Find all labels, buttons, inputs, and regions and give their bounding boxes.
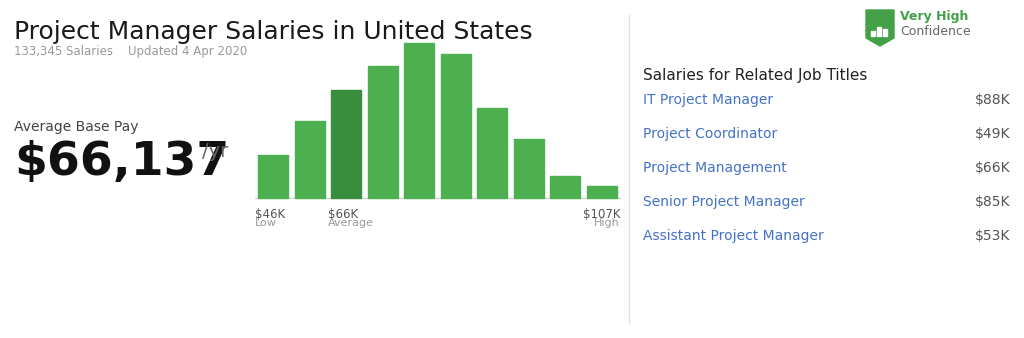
Text: Salaries for Related Job Titles: Salaries for Related Job Titles	[643, 68, 867, 83]
Bar	[587, 186, 616, 198]
Text: Average Base Pay: Average Base Pay	[14, 120, 138, 134]
Text: Project Management: Project Management	[643, 161, 786, 175]
Text: $107K: $107K	[583, 208, 620, 221]
Bar	[404, 43, 434, 198]
Bar	[258, 154, 288, 198]
Text: High: High	[594, 218, 620, 228]
Text: $66,137: $66,137	[14, 140, 229, 185]
Bar	[440, 54, 471, 198]
Bar	[368, 66, 397, 198]
Bar	[877, 27, 881, 36]
Text: $46K: $46K	[255, 208, 285, 221]
Bar	[883, 29, 887, 36]
Bar	[550, 176, 581, 198]
Bar	[871, 31, 874, 36]
Text: Assistant Project Manager: Assistant Project Manager	[643, 229, 823, 243]
Text: Confidence: Confidence	[900, 25, 971, 38]
Text: IT Project Manager: IT Project Manager	[643, 93, 773, 107]
Text: /yr: /yr	[202, 142, 228, 161]
Text: Project Manager Salaries in United States: Project Manager Salaries in United State…	[14, 20, 532, 44]
Text: Senior Project Manager: Senior Project Manager	[643, 195, 805, 209]
Polygon shape	[866, 10, 894, 46]
Text: Low: Low	[255, 218, 276, 228]
Text: $49K: $49K	[975, 127, 1010, 141]
Text: Very High: Very High	[900, 10, 969, 23]
Bar	[295, 121, 325, 198]
Text: $85K: $85K	[975, 195, 1010, 209]
Text: $53K: $53K	[975, 229, 1010, 243]
Bar	[514, 139, 544, 198]
Text: 133,345 Salaries    Updated 4 Apr 2020: 133,345 Salaries Updated 4 Apr 2020	[14, 45, 247, 58]
Text: Average: Average	[328, 218, 374, 228]
Text: $88K: $88K	[975, 93, 1010, 107]
Text: $66K: $66K	[328, 208, 358, 221]
Text: $66K: $66K	[975, 161, 1010, 175]
Bar	[332, 90, 361, 198]
Text: Project Coordinator: Project Coordinator	[643, 127, 777, 141]
Bar	[477, 108, 507, 198]
